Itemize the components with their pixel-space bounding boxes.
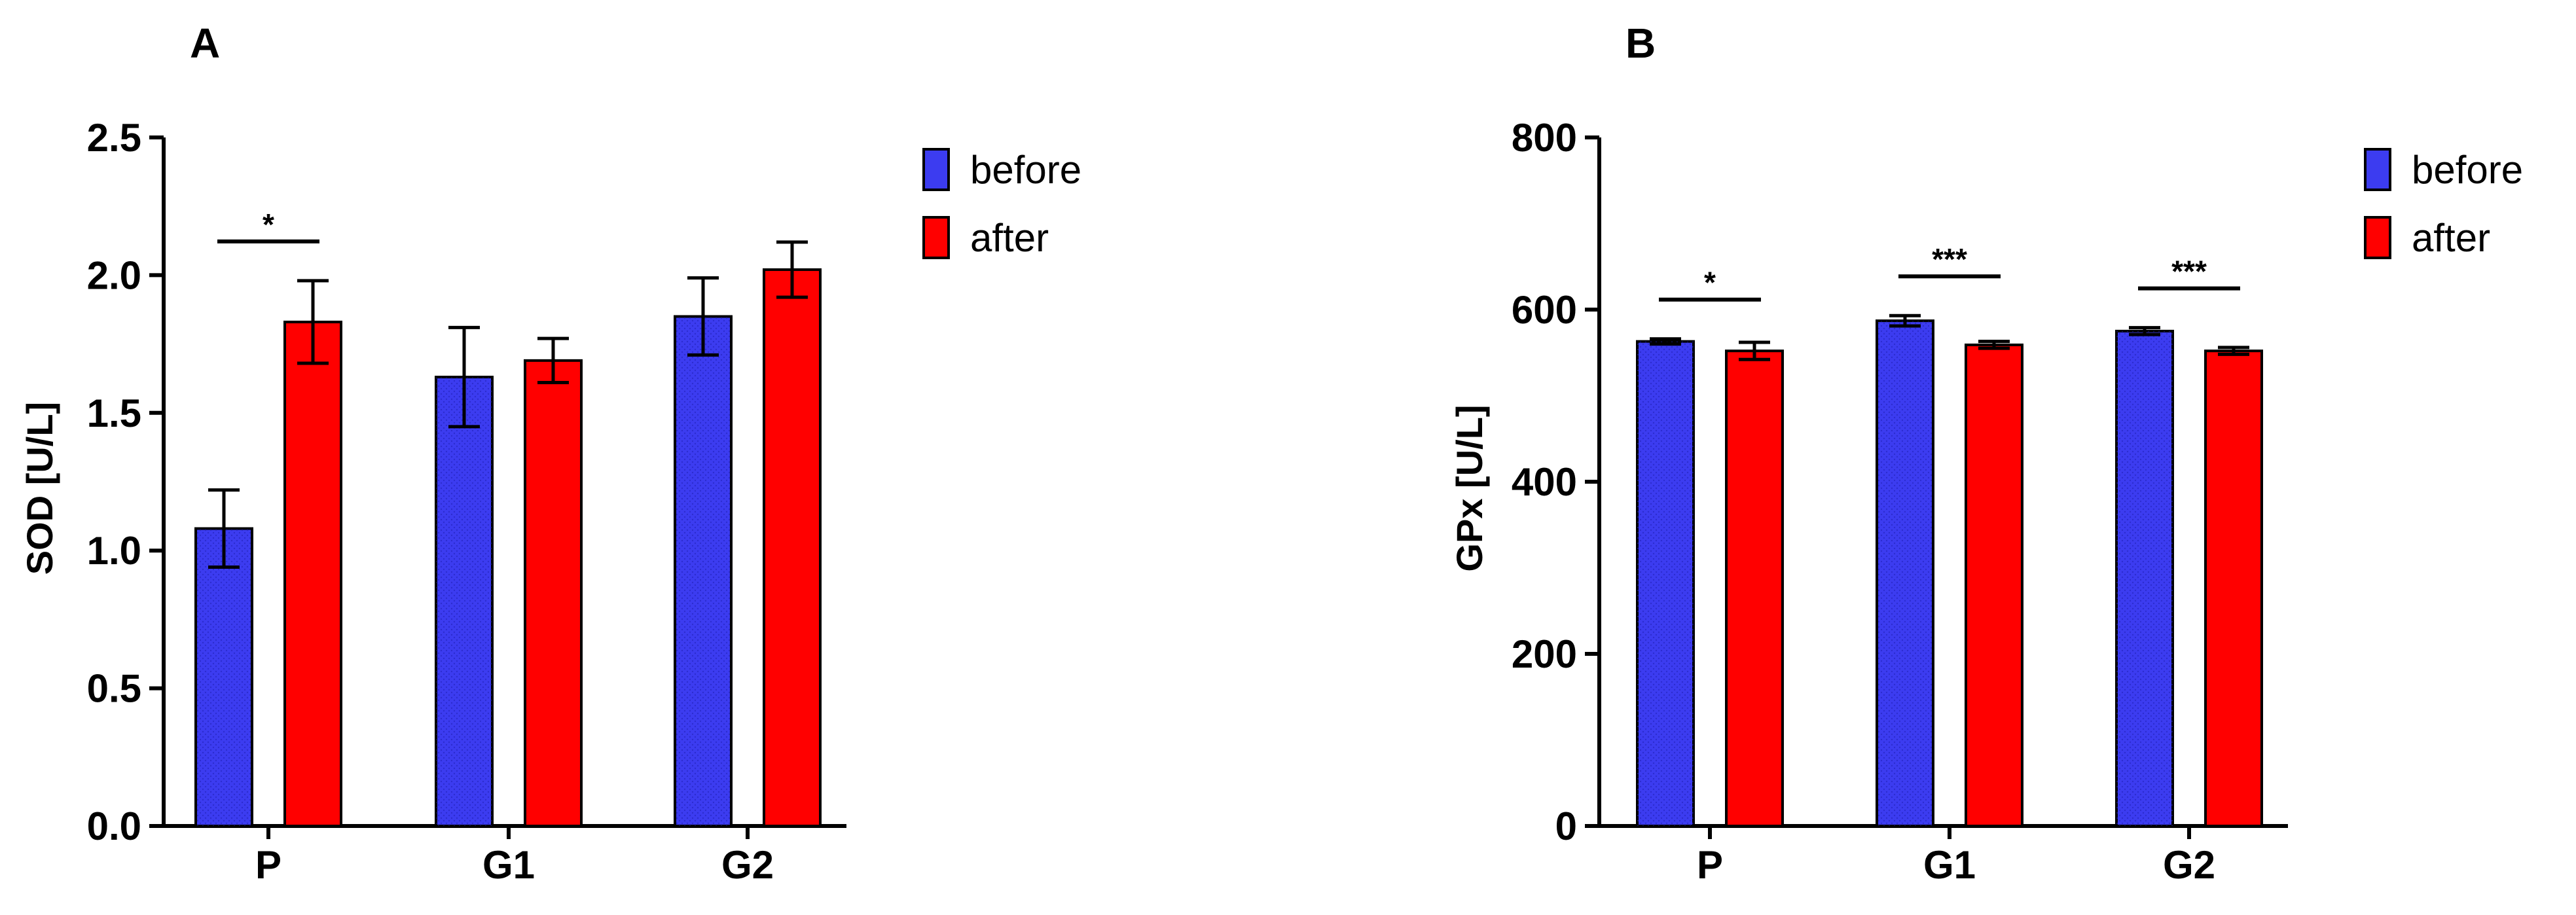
x-tick-label-b-2: G2	[2163, 843, 2215, 887]
bar-texture-b-G2	[2116, 331, 2173, 826]
legend-swatch-before-a	[922, 148, 950, 191]
panel-a: A SOD [U/L] before after 0.0 0.5 1.0 1.5 2.0…	[19, 20, 1081, 887]
panel-b: B GPx [U/L] before after 0 200 400 600 800 P G…	[1449, 20, 2523, 887]
y-tick-label-b-1: 200	[1512, 632, 1577, 676]
y-axis-label-b: GPx [U/L]	[1449, 404, 1490, 571]
significance-label-b-1: ***	[1932, 242, 1967, 276]
bar-texture-a-G1	[436, 377, 492, 826]
y-tick-label-a-3: 1.5	[87, 391, 141, 435]
legend-swatch-after-a	[922, 216, 950, 259]
legend-swatch-before-b	[2364, 148, 2391, 191]
significance-label-b-0: *	[1704, 266, 1716, 300]
x-tick-label-b-1: G1	[1923, 843, 1976, 887]
legend-label-before-b: before	[2412, 148, 2523, 192]
significance-label-a-0: *	[263, 207, 274, 242]
x-tick-label-a-2: G2	[721, 843, 774, 887]
significance-label-b-2: ***	[2171, 255, 2207, 289]
bar-texture-a-G2	[675, 316, 731, 826]
x-tick-label-a-1: G1	[482, 843, 535, 887]
legend-label-after-b: after	[2412, 216, 2490, 260]
bar-a-after-G1	[524, 359, 583, 827]
y-tick-label-b-2: 400	[1512, 460, 1577, 504]
y-tick-label-a-1: 0.5	[87, 667, 141, 711]
x-tick-label-a-0: P	[255, 843, 281, 887]
bar-b-after-G2	[2204, 350, 2263, 827]
y-tick-label-b-0: 0	[1555, 804, 1577, 848]
y-axis-label-a: SOD [U/L]	[19, 402, 60, 575]
legend-a: before after	[922, 148, 1081, 260]
y-tick-label-a-2: 1.0	[87, 529, 141, 573]
bar-texture-b-P	[1637, 341, 1694, 826]
y-tick-label-a-4: 2.0	[87, 253, 141, 297]
x-tick-label-b-0: P	[1697, 843, 1723, 887]
bar-a-after-P	[283, 320, 342, 828]
legend-b: before after	[2364, 148, 2523, 260]
legend-label-after-a: after	[970, 216, 1049, 260]
y-tick-label-a-5: 2.5	[87, 116, 141, 160]
y-tick-label-b-3: 600	[1512, 288, 1577, 332]
bar-texture-a-P	[196, 528, 252, 826]
bar-b-after-G1	[1965, 343, 2023, 827]
panel-label-b: B	[1625, 20, 1656, 67]
bar-texture-b-G1	[1877, 321, 1933, 827]
legend-swatch-after-b	[2364, 216, 2391, 259]
bar-a-after-G2	[763, 268, 822, 827]
y-tick-label-b-4: 800	[1512, 116, 1577, 160]
legend-label-before-a: before	[970, 148, 1081, 192]
panel-label-a: A	[190, 20, 220, 67]
bar-b-after-P	[1725, 350, 1784, 827]
y-tick-label-a-0: 0.0	[87, 804, 141, 848]
